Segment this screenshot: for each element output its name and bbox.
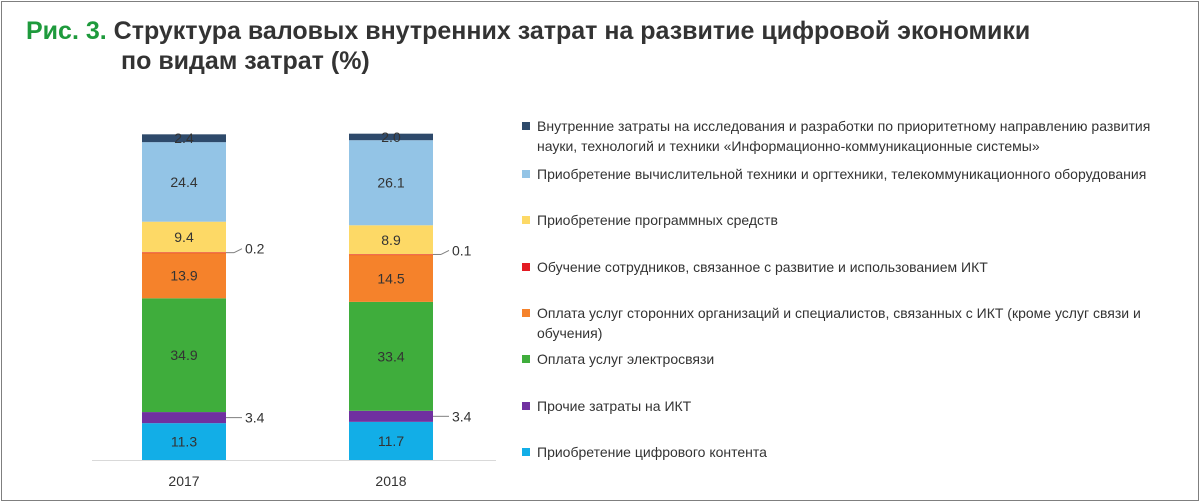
legend-item: Приобретение программных средств	[520, 210, 1182, 230]
bar-segment-2017-s0	[142, 423, 226, 460]
data-label-2017-s1: 3.4	[245, 410, 265, 426]
legend-item: Приобретение цифрового контента	[520, 442, 1182, 462]
data-label-2017-s2: 34.9	[170, 347, 197, 363]
legend-item: Приобретение вычислительной техники и ор…	[520, 164, 1182, 184]
bar-segment-2017-s6	[142, 142, 226, 222]
bar-segment-2018-s5	[349, 225, 433, 255]
data-label-2017-s3: 13.9	[170, 268, 197, 284]
title-line-1: Структура валовых внутренних затрат на р…	[113, 17, 1031, 45]
data-label-2018-s5: 8.9	[381, 232, 401, 248]
data-label-2018-s0: 11.7	[378, 433, 404, 449]
legend-swatch	[522, 170, 530, 178]
title-line-2: по видам затрат (%)	[121, 47, 370, 75]
legend-label: Прочие затраты на ИКТ	[537, 398, 692, 414]
x-tick-label-2017: 2017	[168, 473, 199, 489]
legend-item: Оплата услуг электросвязи	[520, 349, 1182, 369]
legend-label: Приобретение вычислительной техники и ор…	[537, 166, 1147, 182]
data-label-2018-s1: 3.4	[452, 408, 472, 424]
chart-title: Рис. 3. Структура валовых внутренних зат…	[26, 16, 1030, 76]
bar-segment-2018-s3	[349, 254, 433, 302]
data-label-2017-s4: 0.2	[245, 241, 265, 257]
bar-segment-2018-s7	[349, 133, 433, 141]
bar-segment-2017-s5	[142, 221, 226, 253]
legend-label: Приобретение цифрового контента	[537, 444, 767, 460]
bar-segment-2018-s6	[349, 140, 433, 226]
legend-swatch	[522, 216, 530, 224]
bar-segment-2018-s4	[349, 254, 433, 256]
legend-label: Оплата услуг сторонних организаций и спе…	[537, 305, 1141, 341]
data-label-2018-s6: 26.1	[377, 175, 404, 191]
legend-item: Внутренние затраты на исследования и раз…	[520, 116, 1182, 156]
legend-swatch	[522, 263, 530, 271]
legend-swatch	[522, 402, 530, 410]
legend-swatch	[522, 122, 530, 130]
legend-item: Прочие затраты на ИКТ	[520, 396, 1182, 416]
legend-label: Обучение сотрудников, связанное с развит…	[537, 259, 988, 275]
bar-segment-2017-s1	[142, 412, 226, 424]
x-tick-label-2018: 2018	[375, 473, 406, 489]
bar-segment-2017-s2	[142, 298, 226, 413]
legend-swatch	[522, 448, 530, 456]
bar-segment-2017-s7	[142, 134, 226, 143]
legend-swatch	[522, 355, 530, 363]
data-label-2017-s7: 2.4	[174, 130, 194, 146]
bar-segment-2018-s2	[349, 301, 433, 411]
legend-label: Приобретение программных средств	[537, 212, 778, 228]
bar-segment-2017-s4	[142, 252, 226, 254]
data-label-2017-s5: 9.4	[174, 229, 194, 245]
data-label-2018-s4: 0.1	[452, 242, 472, 258]
data-label-2017-s0: 11.3	[171, 434, 197, 450]
data-label-2018-s3: 14.5	[377, 270, 404, 286]
bar-segment-2017-s3	[142, 252, 226, 299]
legend-item: Оплата услуг сторонних организаций и спе…	[520, 303, 1182, 343]
data-label-2018-s2: 33.4	[377, 348, 404, 364]
bar-segment-2018-s1	[349, 410, 433, 422]
data-label-2017-s6: 24.4	[170, 174, 197, 190]
legend-item: Обучение сотрудников, связанное с развит…	[520, 257, 1182, 277]
legend-label: Внутренние затраты на исследования и раз…	[537, 118, 1151, 154]
leader-line-2-2017-s4	[233, 248, 243, 254]
legend-label: Оплата услуг электросвязи	[537, 351, 715, 367]
data-label-2018-s7: 2.0	[381, 129, 401, 145]
bar-segment-2018-s0	[349, 421, 433, 460]
leader-line-2-2018-s4	[440, 250, 450, 255]
figure-number: Рис. 3.	[26, 17, 107, 45]
legend-swatch	[522, 309, 530, 317]
